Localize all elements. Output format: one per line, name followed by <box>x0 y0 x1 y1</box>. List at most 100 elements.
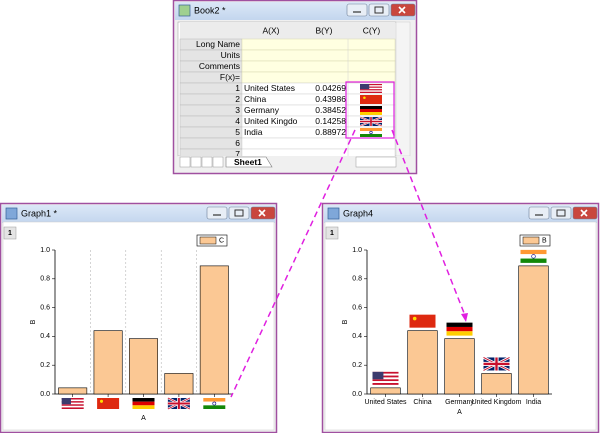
y-axis-label: B <box>342 319 349 324</box>
flag-stripe <box>360 87 382 90</box>
maximize-button[interactable] <box>368 3 390 17</box>
header-cells <box>241 71 396 84</box>
flag-icon <box>203 398 226 409</box>
layer-icon[interactable] <box>3 226 17 240</box>
sheet-tab[interactable] <box>225 156 273 168</box>
flag-stripe <box>61 401 84 403</box>
flag-stripe <box>203 401 226 406</box>
x-axis-label: A <box>141 415 146 422</box>
layer-number: 1 <box>8 230 12 237</box>
y-tick-label: 0.8 <box>352 276 362 283</box>
link-line <box>391 129 467 319</box>
layer-icon[interactable] <box>325 226 339 240</box>
flag-stripe <box>372 377 399 380</box>
tab-nav-next[interactable] <box>201 156 213 168</box>
flag-stripe <box>61 398 84 400</box>
column-header[interactable]: C(Y) <box>363 25 381 35</box>
tab-nav-first[interactable] <box>179 156 191 168</box>
flag-stripe <box>132 398 155 402</box>
maximize-button[interactable] <box>228 206 250 220</box>
flag-stripe <box>360 106 382 109</box>
cell-text: United Kingdo <box>244 116 298 126</box>
flag-stripe <box>203 405 226 409</box>
legend-label: C <box>219 237 224 244</box>
flag-stripe <box>360 90 382 92</box>
x-tick-label: United Kingdom <box>472 399 522 406</box>
flag-stripe <box>372 382 399 385</box>
bar <box>407 330 438 395</box>
cell-value: 0.43986 <box>315 94 346 104</box>
flag-stripe <box>61 405 84 408</box>
bar <box>58 387 88 395</box>
y-tick-label: 1.0 <box>40 247 50 254</box>
column-header-row <box>180 22 395 39</box>
flag-wheel <box>531 254 536 259</box>
y-tick-label: 0.2 <box>352 362 362 369</box>
bar <box>481 373 512 395</box>
close-glyph <box>258 209 266 217</box>
row-label-cell <box>179 137 243 150</box>
flag-stripe <box>360 84 382 86</box>
flag-icon <box>359 116 383 127</box>
flag-stripe <box>520 254 547 259</box>
row-label-cell <box>179 126 243 139</box>
y-tick-label: 0.6 <box>352 304 362 311</box>
legend-label: B <box>542 237 547 244</box>
flag-icon <box>360 95 382 104</box>
flag-wheel <box>369 130 373 135</box>
column-header[interactable]: A(X) <box>263 25 280 35</box>
bar <box>370 387 401 395</box>
header-cells <box>241 60 396 73</box>
y-tick-label: 0.4 <box>40 333 50 340</box>
minimize-button[interactable] <box>528 206 550 220</box>
tab-nav-prev[interactable] <box>190 156 202 168</box>
flag-icon <box>61 398 84 409</box>
maximize-button[interactable] <box>550 206 572 220</box>
h-scrollbar[interactable] <box>355 156 397 168</box>
flag-wheel <box>212 401 217 406</box>
column-header[interactable]: B(Y) <box>316 25 333 35</box>
bar <box>129 338 158 395</box>
row-label-cell <box>179 82 243 95</box>
flag-cross <box>483 357 510 371</box>
flag-stripe <box>372 381 399 383</box>
flag-icon <box>360 84 382 93</box>
row-number: 4 <box>235 116 240 126</box>
row-label: F(x)= <box>220 72 240 82</box>
y-tick-label: 0.6 <box>40 304 50 311</box>
row-number: 3 <box>235 105 240 115</box>
flag-canton <box>61 398 71 405</box>
flag-stripe <box>446 331 473 336</box>
window-title: Graph1 * <box>21 208 58 218</box>
flag-cross <box>360 117 382 126</box>
cell-text: China <box>244 94 266 104</box>
minimize-button[interactable] <box>346 3 368 17</box>
flag-stripe <box>446 322 473 327</box>
flag-stripe <box>360 134 382 137</box>
row-label-cell <box>179 104 243 117</box>
flag-icon <box>446 322 473 336</box>
flag-stripe <box>132 405 155 409</box>
sheet-tab-label[interactable]: Sheet1 <box>234 157 262 167</box>
flag-canton <box>372 371 384 380</box>
flag-field <box>97 398 120 409</box>
flag-icon <box>372 371 399 385</box>
flag-icon <box>132 398 155 409</box>
v-scrollbar[interactable] <box>395 21 411 157</box>
y-axis-label: B <box>30 319 37 324</box>
bar <box>93 330 123 395</box>
row-number: 5 <box>235 127 240 137</box>
flag-stripe <box>61 399 84 402</box>
minimize-button[interactable] <box>206 206 228 220</box>
link-line <box>230 129 356 398</box>
tab-nav-last[interactable] <box>212 156 224 168</box>
close-glyph <box>398 6 406 14</box>
flag-stripe <box>61 404 84 406</box>
flag-stripe <box>360 109 382 112</box>
flag-icon <box>409 314 436 328</box>
flag-icon <box>167 397 191 410</box>
highlight-box <box>345 81 395 139</box>
window-icon <box>5 207 18 220</box>
y-tick-label: 0.0 <box>352 391 362 398</box>
